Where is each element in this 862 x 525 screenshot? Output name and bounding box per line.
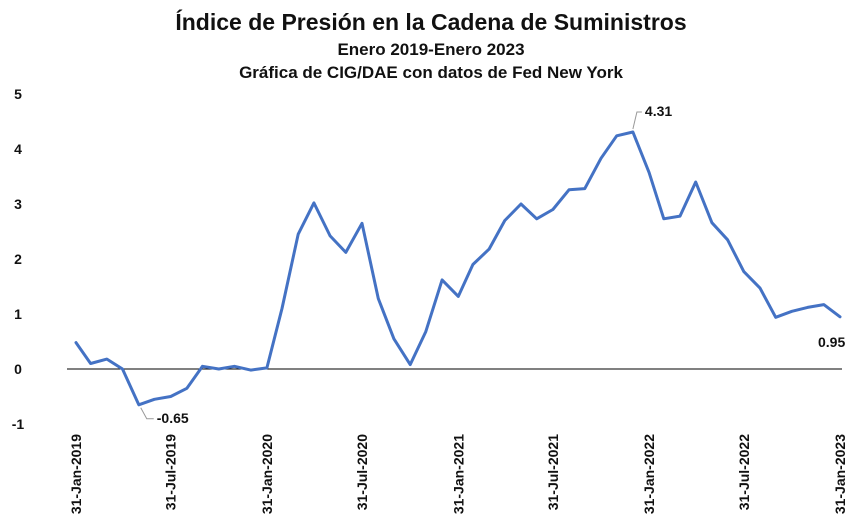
x-axis: 31-Jan-2019 31-Jul-2019 31-Jan-2020 31-Jul-… [67,368,848,514]
chart-title: Índice de Presión en la Cadena de Sumini… [175,9,687,35]
x-tick-label: 31-Jan-2023 [832,434,848,514]
y-tick-label: 4 [14,141,22,157]
data-label: 0.95 [818,334,845,350]
chart-source-note: Gráfica de CIG/DAE con datos de Fed New … [239,63,623,82]
y-axis-ticks: -1 0 1 2 3 4 5 [12,86,25,432]
y-tick-label: -1 [12,416,25,432]
x-tick-label: 31-Jul-2020 [354,434,370,510]
series-line [74,130,842,407]
data-label: 4.31 [645,103,672,119]
data-label: -0.65 [157,410,189,426]
x-tick-label: 31-Jan-2019 [68,434,84,514]
x-tick-label: 31-Jul-2021 [545,434,561,510]
y-tick-label: 1 [14,306,22,322]
y-tick-label: 2 [14,251,22,267]
chart-titles: Índice de Presión en la Cadena de Sumini… [0,6,862,84]
label-leader-line [140,407,154,420]
y-tick-label: 3 [14,196,22,212]
x-tick-label: 31-Jan-2020 [259,434,275,514]
series-layer [74,130,842,407]
x-tick-label: 31-Jul-2022 [736,434,752,510]
x-tick-label: 31-Jul-2019 [163,434,179,510]
data-labels: -0.65 4.31 0.95 [140,103,845,426]
x-tick-label: 31-Jan-2022 [641,434,657,514]
chart-subtitle: Enero 2019-Enero 2023 [337,40,525,59]
y-tick-label: 5 [14,86,22,102]
label-leader-line [632,111,642,130]
y-tick-label: 0 [14,361,22,377]
x-tick-label: 31-Jan-2021 [450,434,466,514]
